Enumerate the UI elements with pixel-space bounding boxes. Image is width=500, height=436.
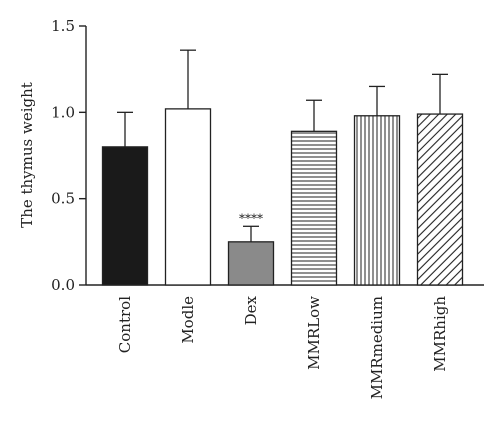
x-tick-label-control: Control (116, 296, 134, 353)
bar-mmrhigh (416, 113, 464, 286)
x-tick-label-dex: Dex (242, 295, 260, 325)
bar-dex (227, 241, 275, 286)
significance-marker: **** (239, 211, 263, 225)
annotations: **** (239, 211, 263, 225)
bar-modle (164, 108, 212, 286)
x-tick-label-modle: Modle (179, 296, 197, 344)
x-tick-label-mmrmedium: MMRmedium (368, 296, 386, 399)
y-tick-label: 1.5 (51, 17, 75, 35)
y-tick-label: 0.5 (51, 190, 75, 208)
bar-control (101, 146, 149, 286)
y-axis-label: The thymus weight (18, 82, 36, 228)
x-tick-label-mmrhigh: MMRhigh (431, 296, 449, 372)
y-tick-label: 1.0 (51, 103, 75, 121)
error-bars (117, 49, 448, 242)
y-ticks: 0.0 0.5 1.0 1.5 (51, 17, 86, 294)
bar-mmrmedium (353, 115, 401, 286)
x-tick-labels: Control Modle Dex MMRLow MMRmedium MMRhigh (116, 295, 449, 399)
bars (101, 108, 464, 286)
bar-mmrlow (290, 130, 338, 286)
y-tick-label: 0.0 (51, 276, 75, 294)
x-tick-label-mmrlow: MMRLow (305, 296, 323, 370)
